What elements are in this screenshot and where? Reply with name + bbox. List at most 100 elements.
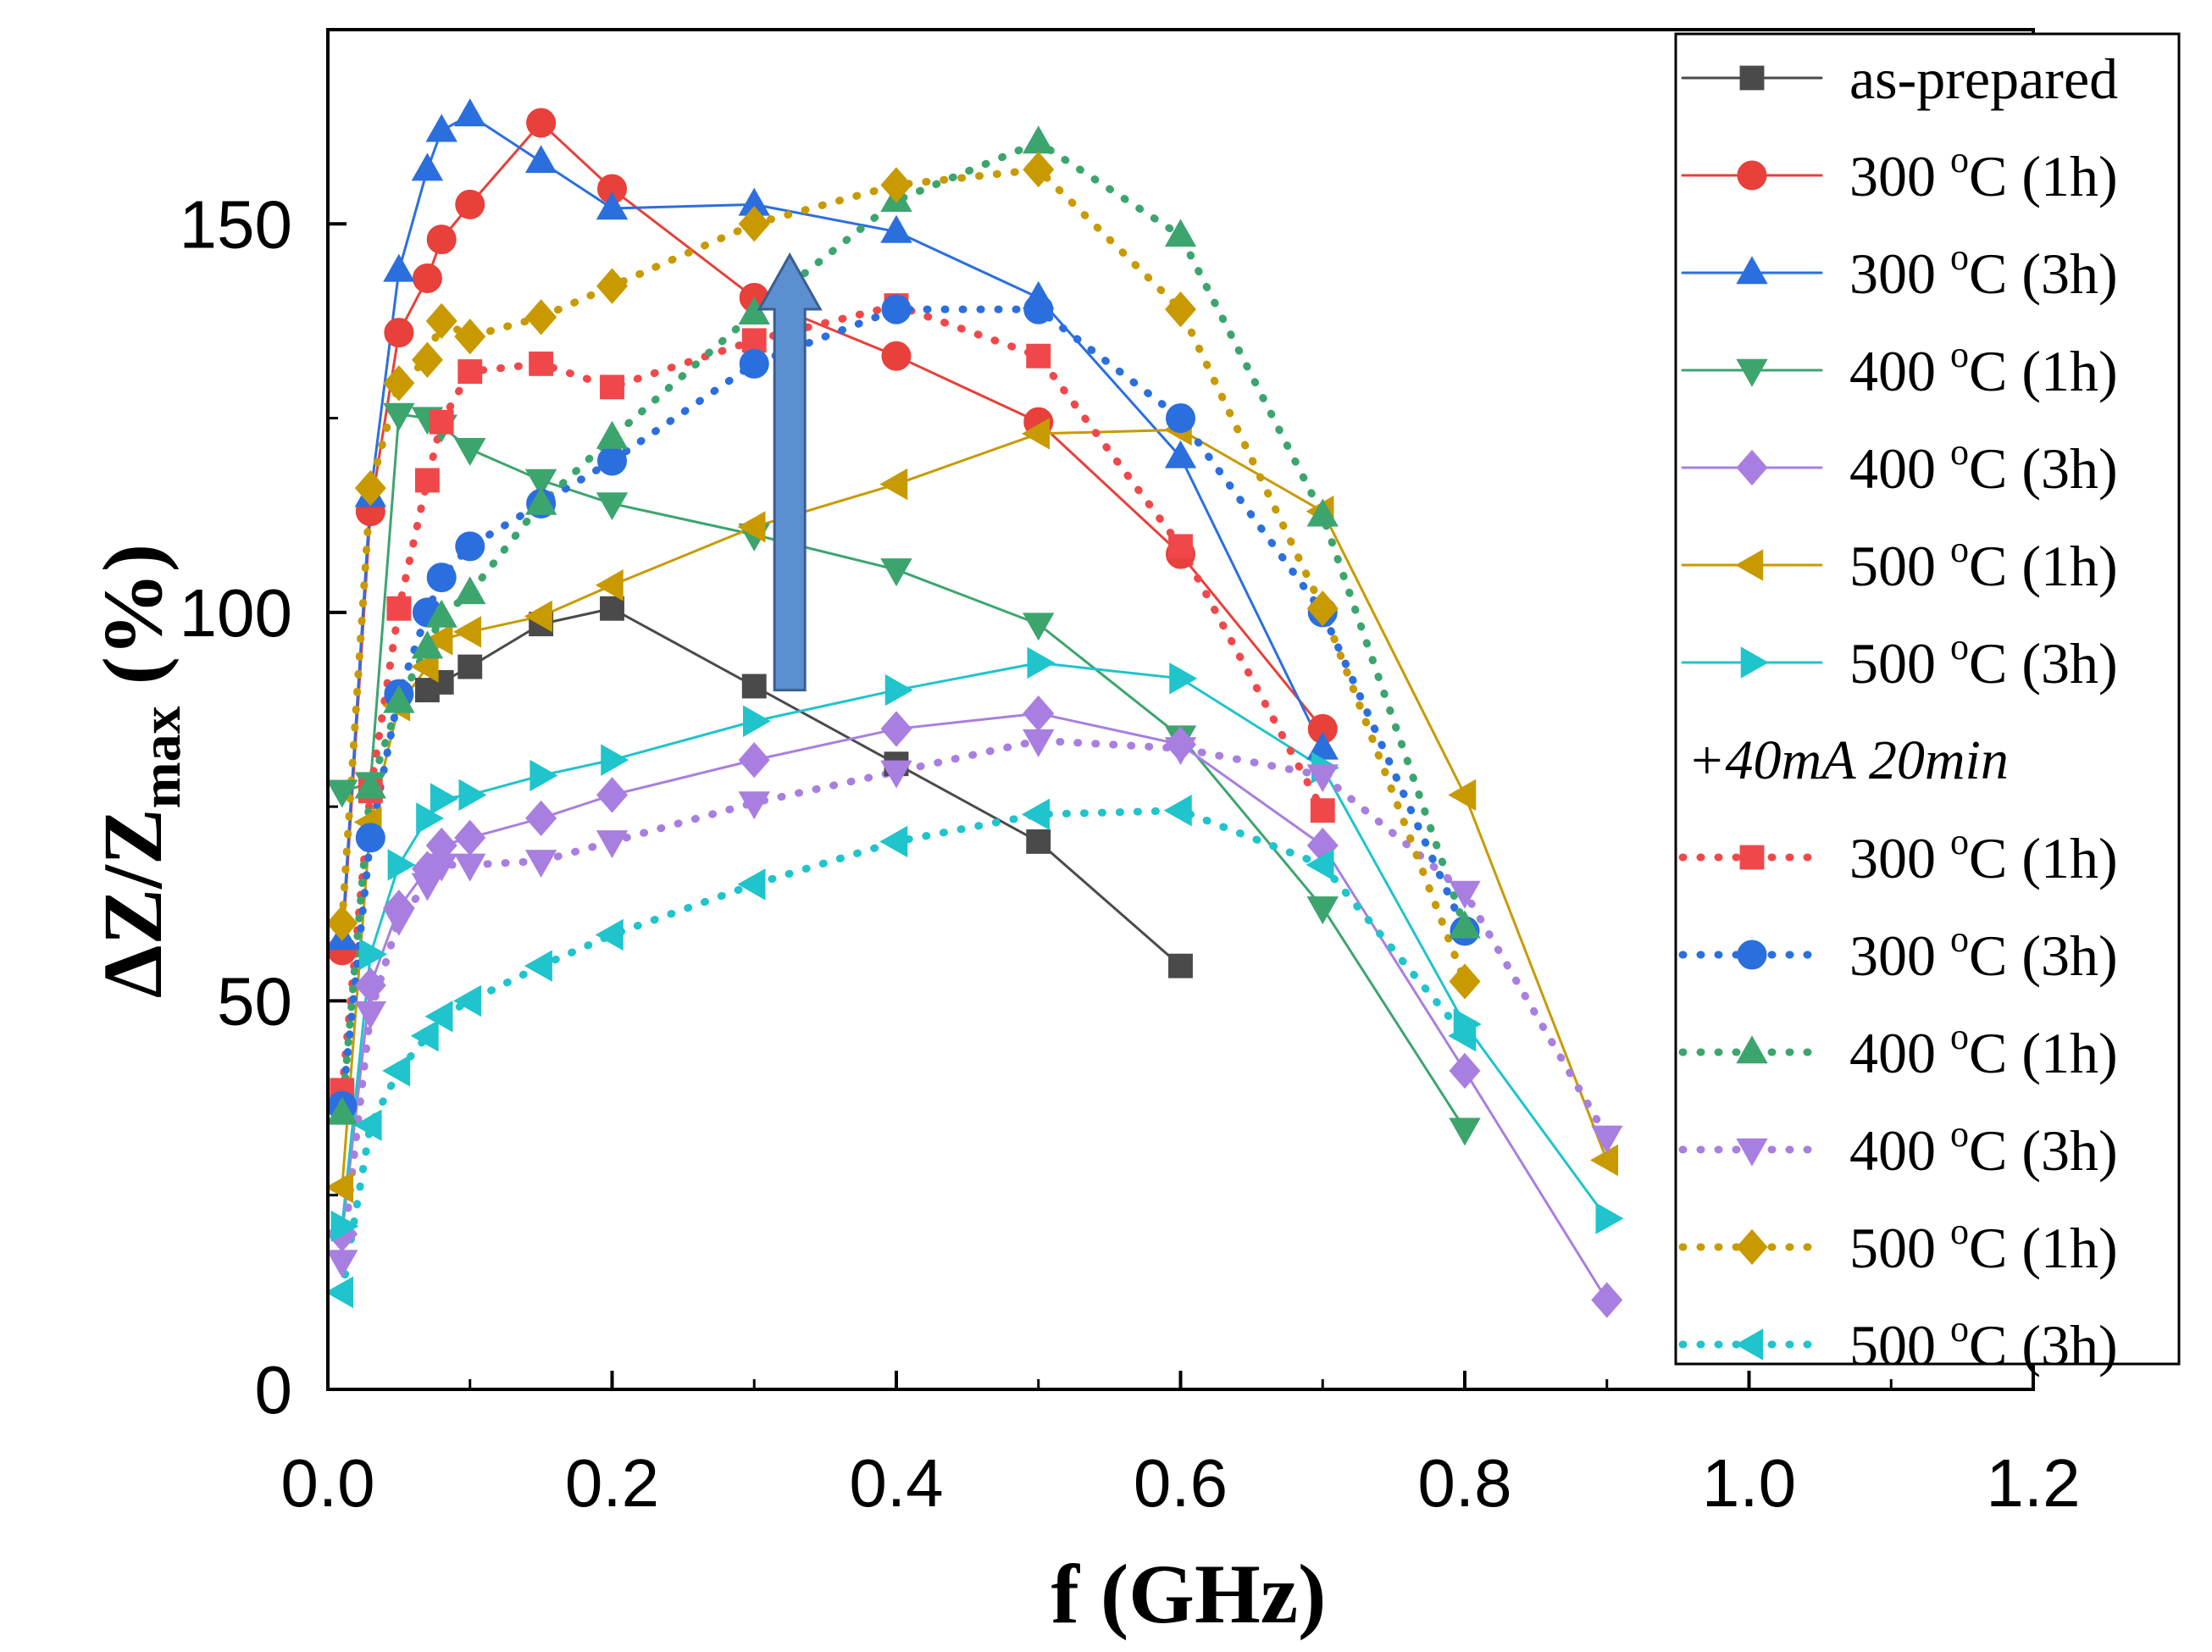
data-point (741, 328, 767, 353)
legend-label: 500 oC (3h) (1849, 626, 2118, 696)
data-point (386, 596, 412, 621)
data-point (529, 759, 558, 792)
data-point (354, 1001, 387, 1029)
legend-marker (1736, 1228, 1768, 1266)
data-point (425, 114, 457, 142)
data-point (454, 576, 486, 605)
x-tick-label: 0.6 (1134, 1445, 1228, 1521)
data-point (1164, 440, 1197, 468)
data-point (524, 486, 557, 515)
data-point (1023, 151, 1055, 188)
data-point (410, 651, 439, 683)
legend-label: 500 oC (1h) (1849, 529, 2118, 598)
data-point (596, 492, 629, 521)
data-point (1026, 829, 1051, 854)
data-point (387, 849, 416, 881)
data-point (1448, 779, 1477, 812)
data-point (426, 225, 457, 255)
legend-marker (1736, 1138, 1768, 1167)
data-point (454, 819, 486, 856)
data-point (1449, 1052, 1481, 1089)
data-point (1164, 219, 1197, 247)
data-point (416, 802, 445, 834)
data-point (1448, 1019, 1477, 1052)
series-line-11 (338, 165, 1469, 985)
x-tick-label: 0.4 (849, 1445, 943, 1521)
data-point (597, 446, 627, 476)
legend-label: 300 oC (3h) (1849, 236, 2118, 306)
data-point (1306, 590, 1339, 627)
series-line-9 (338, 138, 1469, 1117)
series-line-6 (341, 661, 1609, 1228)
data-point (881, 294, 912, 324)
data-point (458, 779, 487, 812)
x-tick-label: 0.0 (280, 1445, 374, 1521)
data-point (411, 630, 444, 659)
x-tick-label: 1.0 (1702, 1445, 1796, 1521)
data-point (881, 341, 912, 371)
series-line-8 (338, 305, 1469, 1110)
y-tick-label: 150 (180, 186, 292, 262)
data-point (1306, 764, 1339, 793)
data-point (383, 907, 415, 936)
x-tick-label: 1.2 (1986, 1445, 2080, 1521)
data-point (411, 873, 444, 901)
data-point (601, 744, 629, 776)
data-point (412, 263, 442, 293)
legend-marker (1736, 256, 1768, 285)
data-point (1449, 1117, 1481, 1146)
y-axis-title: ΔZ/Zmax (%) (86, 544, 192, 998)
data-point (1306, 849, 1334, 881)
data-point (1306, 896, 1339, 925)
data-point (325, 1276, 354, 1309)
data-point (1595, 1202, 1624, 1234)
data-point (430, 783, 458, 815)
legend-marker (1735, 1328, 1764, 1361)
data-point (880, 711, 912, 747)
legend-marker (1736, 1035, 1768, 1064)
data-point (525, 299, 557, 335)
data-point (1023, 729, 1055, 757)
data-point (739, 348, 769, 379)
data-point (411, 152, 444, 181)
legend-marker (1737, 160, 1767, 191)
data-point (454, 98, 486, 127)
data-point (1023, 294, 1054, 324)
data-point (326, 1250, 358, 1278)
annotations (757, 252, 823, 692)
legend-group-label: +40mA 20min (1688, 729, 2009, 791)
data-point (880, 558, 912, 587)
data-point (383, 402, 415, 431)
data-point (596, 268, 629, 304)
data-point (1169, 662, 1198, 695)
data-point (879, 468, 908, 501)
series-line-12 (338, 807, 1469, 1296)
data-point (384, 318, 414, 348)
data-point (354, 770, 387, 799)
data-point (382, 1055, 411, 1087)
data-point (1022, 798, 1050, 831)
data-point (524, 850, 557, 879)
y-axis-title-main: ΔZ/Z (86, 808, 180, 998)
data-point (424, 1001, 453, 1033)
data-point (738, 741, 770, 779)
x-axis-title: f (GHz) (1051, 1547, 1327, 1641)
series-line-5 (341, 428, 1609, 1189)
data-point (453, 616, 481, 648)
data-point (1023, 613, 1055, 641)
legend-marker (1739, 845, 1765, 870)
y-axis-title-suffix: (%) (86, 544, 180, 707)
axis-ticks: 0.0 0.2 0.4 0.6 0.8 1.0 1.2 0 50 100 150 (180, 186, 2081, 1521)
data-point (1591, 1125, 1623, 1154)
data-point (596, 777, 629, 813)
x-tick-label: 0.8 (1417, 1445, 1511, 1521)
legend-label: 500 oC (3h) (1849, 1308, 2118, 1378)
data-point (457, 359, 483, 384)
data-point (414, 468, 440, 493)
data-point (355, 823, 385, 853)
data-point (738, 206, 770, 242)
data-point (596, 830, 629, 859)
legend-label: 300 oC (1h) (1849, 821, 2118, 890)
